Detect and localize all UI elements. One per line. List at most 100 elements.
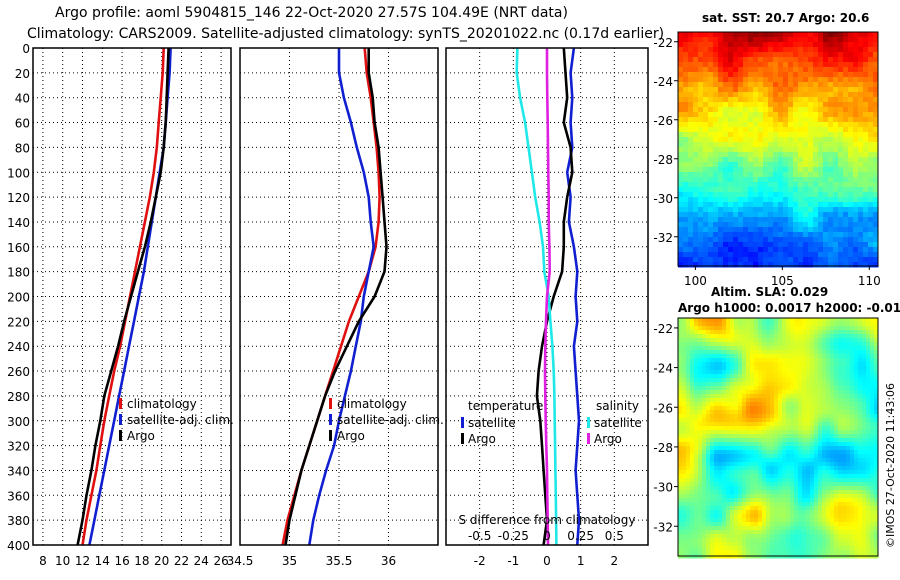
map-cell [848, 257, 854, 263]
map-cell [788, 152, 794, 158]
map-cell [858, 227, 864, 233]
map-cell [754, 470, 759, 475]
map-cell [742, 526, 747, 531]
map-cell [748, 52, 754, 58]
map-cell [808, 72, 814, 78]
map-cell [750, 390, 755, 395]
map-cell [678, 378, 683, 383]
map-cell [846, 362, 851, 367]
map-cell [678, 422, 683, 427]
map-cell [703, 217, 709, 223]
map-cell [698, 486, 703, 491]
map-cell [863, 212, 869, 218]
map-cell [743, 177, 749, 183]
map-cell [850, 378, 855, 383]
map-cell [686, 322, 691, 327]
map-cell [753, 172, 759, 178]
map-cell [778, 127, 784, 133]
map-cell [874, 326, 879, 331]
map-cell [726, 482, 731, 487]
map-cell [810, 510, 815, 515]
map-cell [843, 62, 849, 68]
map-cell [742, 362, 747, 367]
map-cell [783, 107, 789, 113]
map-cell [798, 87, 804, 93]
map-cell [738, 522, 743, 527]
map-cell [754, 546, 759, 551]
map-cell [782, 330, 787, 335]
map-cell [753, 187, 759, 193]
map-cell [758, 32, 764, 38]
map-cell [746, 490, 751, 495]
map-cell [786, 490, 791, 495]
map-cell [698, 242, 704, 248]
map-cell [754, 402, 759, 407]
map-cell [710, 350, 715, 355]
map-cell [703, 247, 709, 253]
map-cell [743, 207, 749, 213]
map-cell [774, 366, 779, 371]
map-cell [753, 142, 759, 148]
map-cell [848, 252, 854, 258]
map-cell [758, 162, 764, 168]
map-cell [782, 378, 787, 383]
map-cell [863, 77, 869, 83]
map-cell [848, 232, 854, 238]
map-cell [766, 494, 771, 499]
map-cell [678, 350, 683, 355]
map-cell [818, 390, 823, 395]
map-cell [778, 362, 783, 367]
map-cell [783, 92, 789, 98]
map-cell [858, 77, 864, 83]
map-cell [862, 502, 867, 507]
map-cell [703, 237, 709, 243]
map-cell [858, 72, 864, 78]
map-cell [746, 534, 751, 539]
map-cell [743, 257, 749, 263]
map-cell [810, 398, 815, 403]
map-cell [813, 147, 819, 153]
map-cell [770, 346, 775, 351]
map-cell [806, 482, 811, 487]
map-cell [828, 212, 834, 218]
map-cell [798, 77, 804, 83]
map-cell [822, 518, 827, 523]
map-cell [842, 386, 847, 391]
map-cell [828, 72, 834, 78]
map-cell [698, 526, 703, 531]
map-cell [742, 430, 747, 435]
map-cell [808, 162, 814, 168]
map-cell [786, 442, 791, 447]
map-cell [762, 534, 767, 539]
map-cell [706, 538, 711, 543]
map-cell [868, 227, 874, 233]
map-cell [828, 242, 834, 248]
map-cell [806, 514, 811, 519]
map-cell [810, 482, 815, 487]
map-cell [693, 97, 699, 103]
map-cell [766, 422, 771, 427]
map-cell [728, 232, 734, 238]
map-cell [728, 247, 734, 253]
map-cell [710, 502, 715, 507]
map-cell [774, 470, 779, 475]
map-cell [862, 394, 867, 399]
map-cell [722, 442, 727, 447]
map-cell [708, 152, 714, 158]
map-cell [798, 354, 803, 359]
map-cell [698, 342, 703, 347]
map-cell [738, 402, 743, 407]
map-cell [830, 542, 835, 547]
map-cell [713, 77, 719, 83]
map-cell [786, 518, 791, 523]
map-cell [694, 542, 699, 547]
map-cell [703, 42, 709, 48]
map-cell [834, 534, 839, 539]
map-cell [758, 362, 763, 367]
map-cell [738, 117, 744, 123]
map-cell [853, 112, 859, 118]
map-cell [842, 526, 847, 531]
map-cell [850, 398, 855, 403]
map-cell [838, 132, 844, 138]
map-cell [746, 478, 751, 483]
